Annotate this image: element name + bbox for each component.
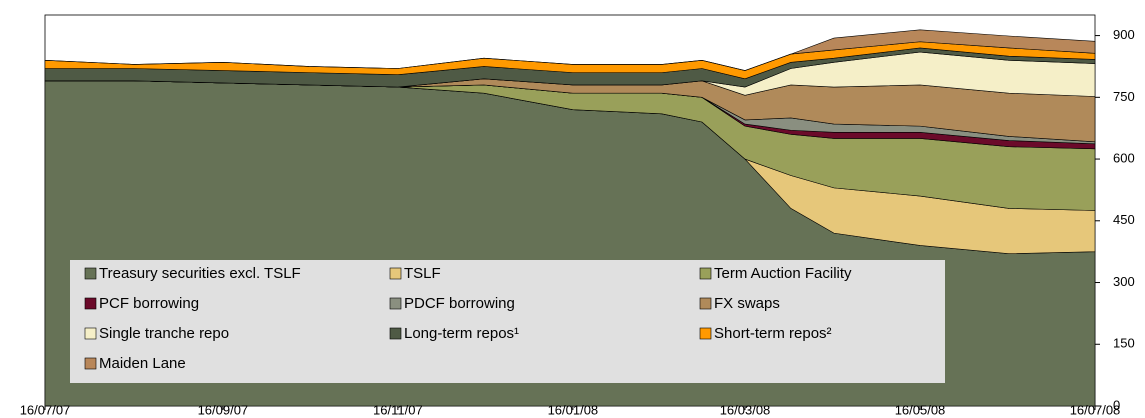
x-tick-label: 16/11/07 bbox=[373, 402, 423, 417]
x-tick-label: 16/07/07 bbox=[20, 402, 71, 417]
legend-label: Short-term repos² bbox=[714, 325, 832, 342]
x-tick-label: 16/07/08 bbox=[1070, 402, 1121, 417]
legend-box bbox=[70, 260, 945, 383]
legend-swatch bbox=[84, 297, 97, 310]
x-tick-label: 16/09/07 bbox=[198, 402, 249, 417]
legend: Treasury securities excl. TSLF TSLF Term A… bbox=[70, 260, 945, 383]
y-tick-label: 150 bbox=[1113, 336, 1135, 351]
legend-label: Treasury securities excl. TSLF bbox=[99, 265, 301, 282]
y-tick-label: 900 bbox=[1113, 27, 1135, 42]
legend-swatch bbox=[84, 327, 97, 340]
legend-label: TSLF bbox=[404, 265, 441, 282]
legend-swatch bbox=[84, 267, 97, 280]
legend-swatch bbox=[389, 327, 402, 340]
legend-label: Single tranche repo bbox=[99, 325, 229, 342]
y-tick-label: 750 bbox=[1113, 89, 1135, 104]
legend-swatch bbox=[699, 297, 712, 310]
legend-swatch bbox=[699, 267, 712, 280]
legend-swatch bbox=[389, 267, 402, 280]
x-tick-label: 16/05/08 bbox=[895, 402, 946, 417]
y-tick-label: 300 bbox=[1113, 274, 1135, 289]
y-tick-label: 600 bbox=[1113, 150, 1135, 165]
x-tick-label: 16/03/08 bbox=[720, 402, 771, 417]
legend-swatch bbox=[84, 357, 97, 370]
legend-label: PCF borrowing bbox=[99, 295, 199, 312]
area bbox=[44, 29, 1096, 71]
x-tick-label: 16/01/08 bbox=[548, 402, 599, 417]
y-tick-label: 0 bbox=[1113, 397, 1120, 412]
legend-label: Long-term repos¹ bbox=[404, 325, 519, 342]
legend-label: Maiden Lane bbox=[99, 355, 186, 372]
legend-swatch bbox=[699, 327, 712, 340]
legend-label: PDCF borrowing bbox=[404, 295, 515, 312]
legend-swatch bbox=[389, 297, 402, 310]
y-tick-label: 450 bbox=[1113, 212, 1135, 227]
legend-label: FX swaps bbox=[714, 295, 780, 312]
legend-label: Term Auction Facility bbox=[714, 265, 852, 282]
